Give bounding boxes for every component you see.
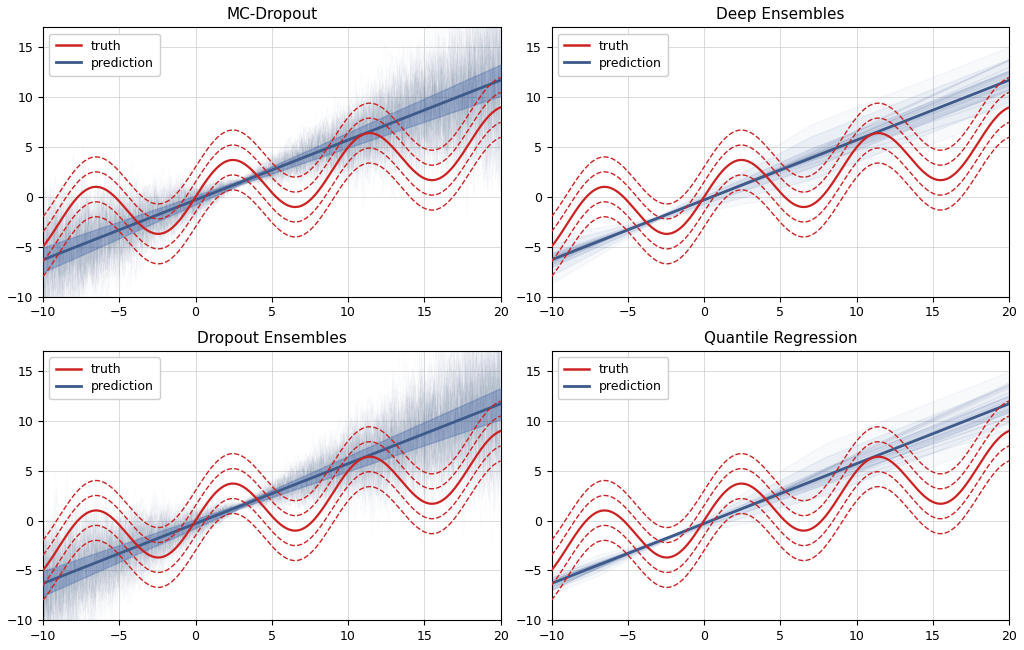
Title: Dropout Ensembles: Dropout Ensembles [197, 331, 347, 346]
Legend: truth, prediction: truth, prediction [49, 34, 160, 76]
Legend: truth, prediction: truth, prediction [558, 357, 669, 399]
Title: Deep Ensembles: Deep Ensembles [716, 7, 845, 22]
Legend: truth, prediction: truth, prediction [558, 34, 669, 76]
Title: MC-Dropout: MC-Dropout [226, 7, 317, 22]
Title: Quantile Regression: Quantile Regression [703, 331, 857, 346]
Legend: truth, prediction: truth, prediction [49, 357, 160, 399]
